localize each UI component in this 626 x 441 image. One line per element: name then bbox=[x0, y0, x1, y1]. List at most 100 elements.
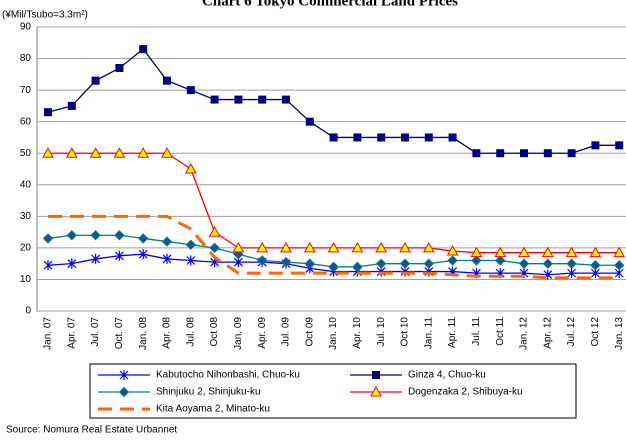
marker bbox=[186, 255, 196, 266]
marker bbox=[470, 246, 483, 258]
marker bbox=[91, 253, 101, 264]
marker bbox=[256, 255, 268, 266]
marker bbox=[43, 260, 53, 271]
marker bbox=[494, 246, 507, 258]
x-tick-label: Jul. 09 bbox=[281, 317, 292, 347]
x-tick-label: Apr. 12 bbox=[542, 317, 553, 349]
marker bbox=[613, 260, 625, 271]
marker bbox=[42, 233, 54, 244]
marker bbox=[613, 246, 626, 258]
marker bbox=[615, 141, 624, 150]
x-tick-label: Apr. 09 bbox=[257, 317, 268, 349]
x-tick-label: Oct. 07 bbox=[114, 317, 125, 350]
marker bbox=[372, 371, 380, 379]
marker bbox=[329, 133, 338, 142]
source: Source: Nomura Real Estate Urbannet bbox=[6, 425, 177, 436]
x-tick-label: Oct 11 bbox=[495, 317, 506, 346]
marker bbox=[113, 147, 126, 158]
marker bbox=[305, 117, 314, 126]
marker bbox=[67, 258, 77, 269]
marker bbox=[114, 250, 124, 261]
marker bbox=[541, 246, 554, 258]
y-tick-label: 20 bbox=[20, 243, 32, 254]
x-tick-label: Apr. 10 bbox=[352, 317, 363, 349]
marker bbox=[303, 241, 316, 253]
marker bbox=[42, 147, 54, 158]
marker bbox=[446, 245, 459, 256]
marker bbox=[161, 236, 173, 247]
marker bbox=[118, 386, 130, 398]
y-tick-label: 50 bbox=[20, 148, 32, 159]
marker bbox=[567, 268, 577, 279]
y-tick-label: 40 bbox=[20, 179, 32, 190]
marker bbox=[208, 226, 221, 237]
marker bbox=[399, 258, 411, 269]
marker bbox=[567, 149, 576, 158]
marker bbox=[91, 76, 100, 85]
y-tick-label: 60 bbox=[20, 116, 32, 127]
marker bbox=[565, 246, 578, 258]
chart-title: Chart 6 Tokyo Commercial Land Prices bbox=[202, 0, 458, 9]
marker bbox=[377, 133, 386, 142]
marker bbox=[163, 76, 171, 85]
marker bbox=[280, 256, 292, 268]
x-tick-label: Oct 08 bbox=[209, 317, 220, 347]
marker bbox=[399, 241, 411, 253]
x-tick-label: Jan. 09 bbox=[233, 317, 244, 350]
marker bbox=[184, 162, 197, 174]
marker bbox=[90, 230, 101, 241]
x-tick-label: Jul. 07 bbox=[90, 317, 101, 347]
marker bbox=[401, 133, 409, 142]
y-tick-label: 90 bbox=[20, 22, 32, 33]
marker bbox=[137, 233, 149, 244]
marker bbox=[234, 95, 243, 104]
marker bbox=[352, 261, 363, 273]
marker bbox=[447, 255, 458, 266]
marker bbox=[65, 147, 78, 158]
marker bbox=[370, 385, 382, 397]
x-tick-label: Apr. 08 bbox=[162, 317, 173, 349]
series-line bbox=[48, 214, 620, 280]
marker bbox=[496, 149, 505, 158]
y-tick-label: 10 bbox=[20, 274, 32, 285]
marker bbox=[448, 133, 457, 142]
x-tick-label: Jul. 11 bbox=[471, 317, 482, 346]
marker bbox=[114, 230, 125, 241]
marker bbox=[423, 258, 435, 269]
marker bbox=[375, 241, 388, 253]
x-tick-label: Jul. 10 bbox=[376, 317, 387, 347]
marker bbox=[162, 253, 172, 264]
marker bbox=[115, 64, 124, 73]
x-tick-label: Oct 09 bbox=[304, 317, 315, 347]
legend-label: Kabutocho Nihonbashi, Chuo-ku bbox=[156, 370, 300, 381]
x-tick-label: Jan. 13 bbox=[614, 317, 625, 350]
marker bbox=[209, 242, 220, 254]
marker bbox=[422, 241, 435, 253]
marker bbox=[67, 101, 76, 110]
marker bbox=[520, 149, 528, 158]
x-tick-label: Apr. 07 bbox=[66, 317, 77, 349]
marker bbox=[543, 149, 552, 158]
marker bbox=[375, 258, 387, 269]
marker bbox=[161, 147, 173, 158]
marker bbox=[44, 108, 52, 117]
marker bbox=[589, 246, 602, 258]
x-tick-label: Jan. 11 bbox=[423, 317, 434, 349]
marker bbox=[66, 230, 78, 241]
x-tick-label: Oct 10 bbox=[400, 317, 411, 347]
legend-label: Dogenzaka 2, Shibuya-ku bbox=[408, 387, 523, 398]
marker bbox=[471, 255, 482, 266]
marker bbox=[282, 95, 290, 104]
y-axis-label: (¥Mil/Tsubo=3.3m²) bbox=[2, 10, 88, 21]
y-tick-label: 30 bbox=[20, 211, 32, 222]
marker bbox=[210, 95, 219, 104]
marker bbox=[590, 260, 601, 271]
marker bbox=[89, 147, 102, 158]
y-tick-label: 0 bbox=[25, 306, 31, 317]
x-tick-label: Jan. 07 bbox=[43, 317, 54, 350]
x-tick-label: Jan. 08 bbox=[138, 317, 149, 350]
legend-label: Ginza 4, Chuo-ku bbox=[408, 370, 486, 381]
marker bbox=[137, 147, 150, 158]
marker bbox=[232, 241, 245, 253]
